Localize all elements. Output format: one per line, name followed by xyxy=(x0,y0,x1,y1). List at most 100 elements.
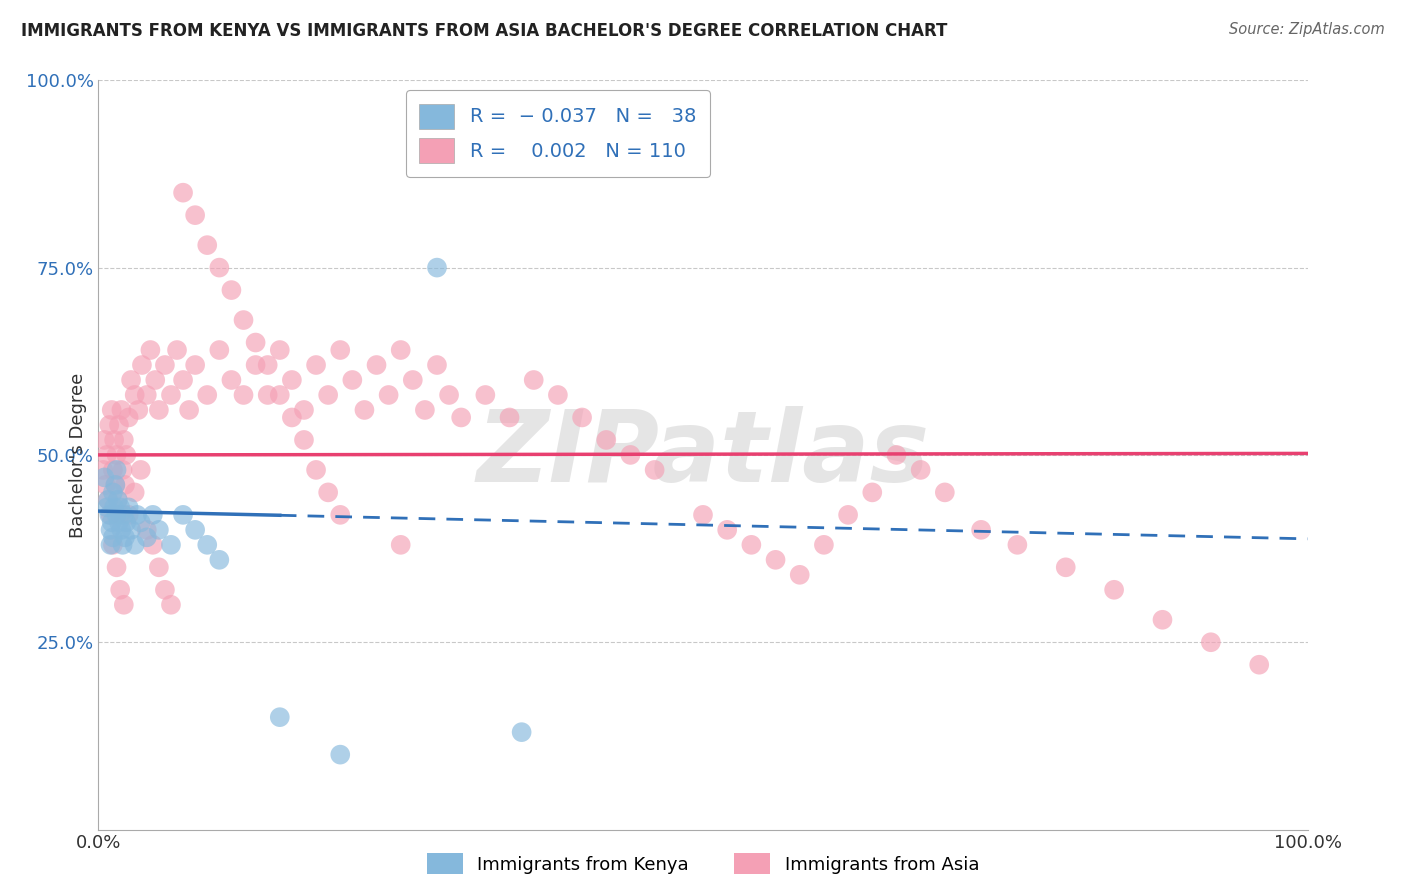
Point xyxy=(498,410,520,425)
Point xyxy=(108,500,131,515)
Point xyxy=(389,538,412,552)
Point xyxy=(120,373,142,387)
Point xyxy=(118,410,141,425)
Point xyxy=(129,463,152,477)
Point xyxy=(281,410,304,425)
Point xyxy=(114,530,136,544)
Point xyxy=(316,485,339,500)
Point xyxy=(860,485,883,500)
Text: IMMIGRANTS FROM KENYA VS IMMIGRANTS FROM ASIA BACHELOR'S DEGREE CORRELATION CHAR: IMMIGRANTS FROM KENYA VS IMMIGRANTS FROM… xyxy=(21,22,948,40)
Point xyxy=(98,508,121,522)
Point xyxy=(172,186,194,200)
Point xyxy=(120,523,142,537)
Point xyxy=(1199,635,1222,649)
Point xyxy=(160,388,183,402)
Point xyxy=(97,492,120,507)
Point xyxy=(195,538,218,552)
Point xyxy=(172,508,194,522)
Point xyxy=(886,448,908,462)
Point xyxy=(184,208,207,222)
Point xyxy=(93,470,115,484)
Point xyxy=(910,463,932,477)
Point xyxy=(245,358,267,372)
Point xyxy=(232,388,254,402)
Point xyxy=(105,463,128,477)
Point xyxy=(124,485,146,500)
Point xyxy=(127,508,149,522)
Point xyxy=(765,553,787,567)
Point xyxy=(103,500,125,515)
Point xyxy=(377,388,399,402)
Point xyxy=(184,358,207,372)
Point xyxy=(142,508,165,522)
Point xyxy=(100,523,122,537)
Point xyxy=(108,508,131,522)
Point xyxy=(108,582,131,597)
Point xyxy=(118,508,141,522)
Point xyxy=(105,508,128,522)
Point xyxy=(329,343,352,357)
Point xyxy=(101,463,124,477)
Point xyxy=(166,343,188,357)
Point xyxy=(129,516,152,530)
Y-axis label: Bachelor's Degree: Bachelor's Degree xyxy=(69,372,87,538)
Point xyxy=(740,538,762,552)
Point xyxy=(100,508,122,522)
Text: ZIPatlas: ZIPatlas xyxy=(477,407,929,503)
Point xyxy=(148,523,170,537)
Point xyxy=(153,358,176,372)
Point xyxy=(437,388,460,402)
Point xyxy=(160,538,183,552)
Point xyxy=(96,448,118,462)
Point xyxy=(96,500,118,515)
Point xyxy=(104,478,127,492)
Point xyxy=(510,725,533,739)
Point xyxy=(245,335,267,350)
Point xyxy=(100,538,122,552)
Point xyxy=(269,710,291,724)
Point xyxy=(124,388,146,402)
Point xyxy=(837,508,859,522)
Point xyxy=(1102,582,1125,597)
Point xyxy=(107,492,129,507)
Point xyxy=(789,567,811,582)
Point xyxy=(813,538,835,552)
Point xyxy=(256,358,278,372)
Point xyxy=(329,508,352,522)
Point xyxy=(124,538,146,552)
Point xyxy=(97,492,120,507)
Point xyxy=(103,433,125,447)
Point xyxy=(101,538,124,552)
Text: Source: ZipAtlas.com: Source: ZipAtlas.com xyxy=(1229,22,1385,37)
Point xyxy=(692,508,714,522)
Point xyxy=(221,373,243,387)
Point xyxy=(104,478,127,492)
Point xyxy=(195,388,218,402)
Point xyxy=(281,373,304,387)
Point xyxy=(413,403,436,417)
Point xyxy=(143,373,166,387)
Point xyxy=(179,403,201,417)
Point xyxy=(112,598,135,612)
Point xyxy=(148,560,170,574)
Point xyxy=(184,523,207,537)
Point xyxy=(269,388,291,402)
Point xyxy=(160,598,183,612)
Point xyxy=(94,478,117,492)
Point xyxy=(135,523,157,537)
Point xyxy=(644,463,666,477)
Point xyxy=(342,373,364,387)
Point xyxy=(153,582,176,597)
Point xyxy=(256,388,278,402)
Point xyxy=(716,523,738,537)
Point xyxy=(131,358,153,372)
Point xyxy=(135,388,157,402)
Point xyxy=(292,403,315,417)
Point xyxy=(118,500,141,515)
Point xyxy=(426,358,449,372)
Point xyxy=(232,313,254,327)
Point xyxy=(108,516,131,530)
Point xyxy=(292,433,315,447)
Point xyxy=(112,508,135,522)
Point xyxy=(111,538,134,552)
